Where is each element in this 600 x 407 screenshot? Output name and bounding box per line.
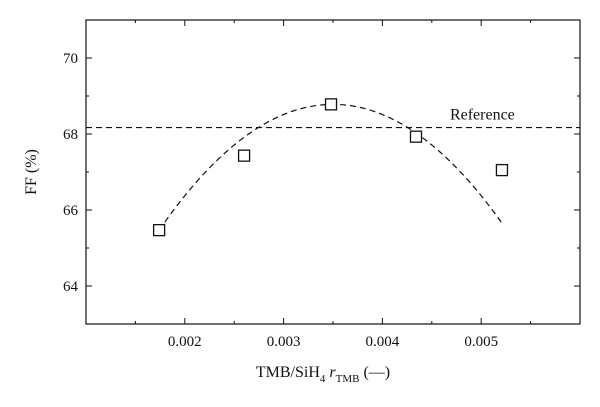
x-label-sub1: 4 (320, 373, 326, 385)
x-axis-label: TMB/SiH4 rTMB (—) (256, 364, 390, 385)
y-tick-label: 66 (63, 203, 79, 219)
y-tick-label: 68 (63, 127, 78, 143)
data-point (237, 149, 251, 162)
data-point (409, 130, 423, 143)
y-axis-label: FF (%) (23, 149, 40, 195)
y-tick-label: 64 (63, 279, 79, 295)
x-label-var: r (329, 364, 336, 381)
x-label-main: TMB/SiH (256, 364, 320, 381)
data-point (495, 163, 509, 177)
x-tick-label: 0.005 (464, 334, 498, 350)
y-tick-label: 70 (63, 51, 78, 67)
x-tick-label: 0.004 (366, 334, 400, 350)
data-point (324, 98, 338, 111)
x-tick-label: 0.002 (168, 334, 202, 350)
reference-label: Reference (450, 107, 515, 124)
x-label-unit: (—) (363, 364, 390, 381)
axes: 0.002 0.003 0.004 0.005 64 66 68 70 FF (%) TMB/Si… (23, 19, 581, 385)
x-label-sub2: TMB (336, 373, 360, 385)
data-point (152, 223, 166, 237)
x-tick-label: 0.003 (267, 334, 301, 350)
plot-area: Reference (86, 98, 580, 237)
